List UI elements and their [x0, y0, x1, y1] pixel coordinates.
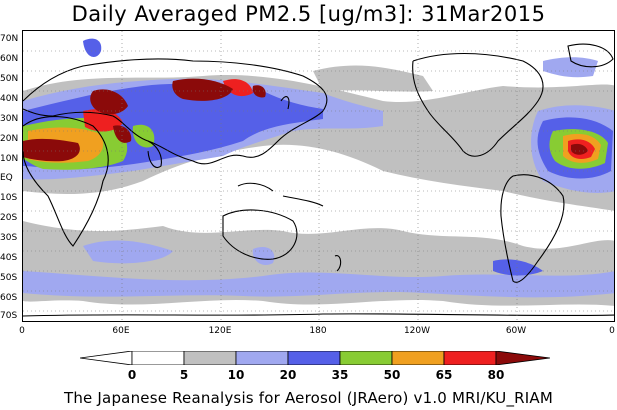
colorbar-label: 65 [435, 368, 453, 382]
colorbar-label: 10 [227, 368, 245, 382]
map-svg [23, 31, 614, 321]
colorbar-label: 35 [331, 368, 349, 382]
colorbar-bin-20-35 [287, 351, 341, 365]
lat-label: 60S [0, 293, 18, 303]
colorbar-label: 0 [127, 368, 137, 382]
coastlines [23, 43, 614, 317]
lat-label: 20S [0, 213, 18, 223]
pm-level-over-80 [23, 78, 588, 162]
lat-label: 10S [0, 193, 18, 203]
chart-title: Daily Averaged PM2.5 [ug/m3]: 31Mar2015 [71, 2, 546, 26]
lon-label: 60W [505, 326, 527, 336]
lat-label: 70N [0, 34, 19, 44]
colorbar-label: 20 [279, 368, 297, 382]
lon-label: 120E [208, 326, 232, 336]
colorbar-label: 50 [383, 368, 401, 382]
lon-label: 60E [112, 326, 130, 336]
lon-label: 0 [609, 326, 615, 336]
colorbar-bin-0-5 [131, 351, 185, 365]
colorbar-bin-65-80 [443, 351, 497, 365]
lat-label: 10N [0, 154, 19, 164]
colorbar-label: 5 [179, 368, 189, 382]
lon-label: 0 [19, 326, 25, 336]
colorbar-under-triangle [80, 351, 133, 365]
colorbar-bin-35-50 [339, 351, 393, 365]
lon-label: 120W [403, 326, 431, 336]
lat-label: 50N [0, 74, 19, 84]
lat-label: EQ [0, 173, 13, 183]
colorbar-label: 80 [487, 368, 505, 382]
colorbar-bin-10-20 [235, 351, 289, 365]
colorbar-over-triangle [495, 351, 550, 365]
lat-label: 30S [0, 233, 18, 243]
lat-label: 20N [0, 134, 19, 144]
grid-lines [23, 31, 614, 321]
lat-label: 40N [0, 94, 19, 104]
lat-label: 30N [0, 114, 19, 124]
colorbar [80, 351, 550, 365]
lat-label: 50S [0, 273, 18, 283]
world-map [22, 30, 615, 322]
colorbar-bin-5-10 [183, 351, 237, 365]
footer-credit: The Japanese Reanalysis for Aerosol (JRA… [63, 389, 554, 407]
lat-label: 70S [0, 311, 18, 321]
colorbar-bin-50-65 [391, 351, 445, 365]
lat-label: 40S [0, 253, 18, 263]
lon-label: 180 [309, 326, 327, 336]
lat-label: 60N [0, 54, 19, 64]
